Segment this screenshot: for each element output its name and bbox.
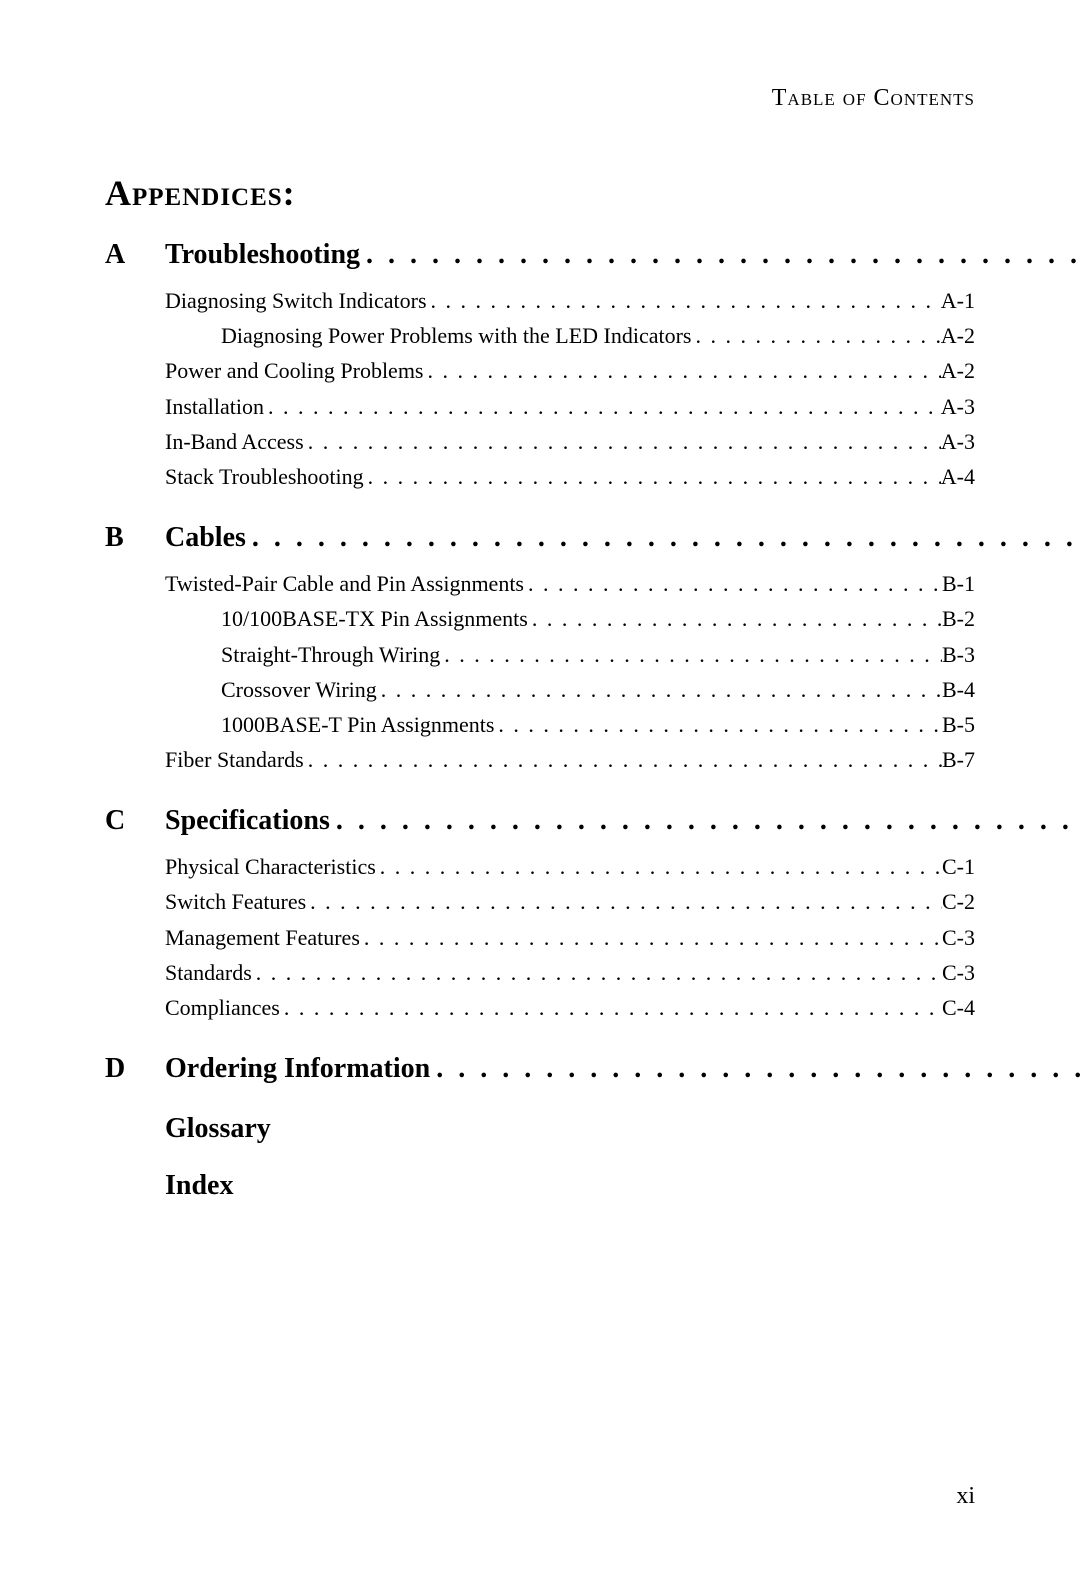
toc-entry: Fiber Standards. . . . . . . . . . . . .… — [165, 742, 975, 777]
toc-entry-page: C-4 — [942, 990, 975, 1025]
toc-entry: Crossover Wiring. . . . . . . . . . . . … — [165, 672, 975, 707]
toc-entry-title: Power and Cooling Problems — [165, 353, 424, 388]
toc-entry-page: B-3 — [942, 637, 975, 672]
section-title: Ordering Information — [165, 1053, 430, 1085]
dot-leader: . . . . . . . . . . . . . . . . . . . . … — [494, 707, 942, 742]
section-title: Troubleshooting — [165, 239, 360, 271]
section-title-row: Troubleshooting. . . . . . . . . . . . .… — [165, 239, 1080, 271]
toc-entry-title: Fiber Standards — [165, 742, 304, 777]
toc-section: CSpecifications . . . . . . . . . . . . .… — [105, 805, 975, 1025]
toc-entry-title: 1000BASE-T Pin Assignments — [221, 707, 494, 742]
toc-entry-title: Installation — [165, 389, 264, 424]
section-title: Cables — [165, 522, 246, 554]
page-number: xi — [956, 1483, 975, 1510]
toc-entry-title: Diagnosing Power Problems with the LED I… — [221, 318, 692, 353]
toc-entry-title: Stack Troubleshooting — [165, 459, 364, 494]
dot-leader: . . . . . . . . . . . . . . . . . . . . … — [304, 424, 941, 459]
end-heading: Index — [165, 1170, 975, 1202]
dot-leader: . . . . . . . . . . . . . . . . . . . . … — [377, 672, 942, 707]
dot-leader: . . . . . . . . . . . . . . . . . . . . … — [440, 637, 942, 672]
toc-entry: Installation. . . . . . . . . . . . . . … — [165, 389, 975, 424]
dot-leader: . . . . . . . . . . . . . . . . . . . . … — [306, 884, 942, 919]
section-title-row: Cables. . . . . . . . . . . . . . . . . … — [165, 522, 1080, 554]
dot-leader: . . . . . . . . . . . . . . . . . . . . … — [364, 459, 941, 494]
dot-leader: . . . . . . . . . . . . . . . . . . . . … — [376, 849, 942, 884]
toc-entry: Straight-Through Wiring. . . . . . . . .… — [165, 637, 975, 672]
toc-entry: In-Band Access. . . . . . . . . . . . . … — [165, 424, 975, 459]
toc-entry-page: B-4 — [942, 672, 975, 707]
dot-leader: . . . . . . . . . . . . . . . . . . . . … — [360, 920, 942, 955]
toc-entry-page: C-1 — [942, 849, 975, 884]
end-headings-container: Glossary Index — [105, 1113, 975, 1202]
section-heading-row: ATroubleshooting. . . . . . . . . . . . … — [105, 239, 975, 271]
toc-section: ATroubleshooting . . . . . . . . . . . . … — [105, 239, 975, 494]
toc-entry-page: B-2 — [942, 601, 975, 636]
toc-entry-title: 10/100BASE-TX Pin Assignments — [221, 601, 528, 636]
toc-entry-page: A-4 — [941, 459, 975, 494]
dot-leader: . . . . . . . . . . . . . . . . . . . . … — [427, 283, 941, 318]
toc-entry-page: A-3 — [941, 424, 975, 459]
dot-leader: . . . . . . . . . . . . . . . . . . . . … — [264, 389, 941, 424]
sections-container: ATroubleshooting . . . . . . . . . . . . … — [105, 239, 975, 1085]
section-letter: B — [105, 522, 165, 554]
section-heading-row: BCables. . . . . . . . . . . . . . . . .… — [105, 522, 975, 554]
dot-leader: . . . . . . . . . . . . . . . . . . . . … — [304, 742, 942, 777]
toc-entry-title: Standards — [165, 955, 252, 990]
dot-leader: . . . . . . . . . . . . . . . . . . . . … — [692, 318, 941, 353]
end-heading: Glossary — [165, 1113, 975, 1145]
toc-entry: Compliances. . . . . . . . . . . . . . .… — [165, 990, 975, 1025]
toc-entry-title: Compliances — [165, 990, 280, 1025]
toc-entry-page: C-3 — [942, 955, 975, 990]
dot-leader: . . . . . . . . . . . . . . . . . . . . … — [528, 601, 942, 636]
toc-entry-title: Crossover Wiring — [221, 672, 377, 707]
toc-entry: Stack Troubleshooting. . . . . . . . . .… — [165, 459, 975, 494]
toc-entry-title: Switch Features — [165, 884, 306, 919]
toc-entry: Management Features. . . . . . . . . . .… — [165, 920, 975, 955]
toc-entry: Twisted-Pair Cable and Pin Assignments. … — [165, 566, 975, 601]
toc-entry: Switch Features. . . . . . . . . . . . .… — [165, 884, 975, 919]
section-letter: C — [105, 805, 165, 837]
main-heading: Appendices: — [105, 172, 975, 214]
toc-entry-title: Diagnosing Switch Indicators — [165, 283, 427, 318]
toc-entry: 10/100BASE-TX Pin Assignments. . . . . .… — [165, 601, 975, 636]
toc-entry: Power and Cooling Problems. . . . . . . … — [165, 353, 975, 388]
dot-leader: . . . . . . . . . . . . . . . . . . . . … — [246, 522, 1080, 554]
toc-entry-page: A-1 — [941, 283, 975, 318]
toc-entry-page: C-3 — [942, 920, 975, 955]
dot-leader: . . . . . . . . . . . . . . . . . . . . … — [252, 955, 942, 990]
header-label: Table of Contents — [105, 85, 975, 112]
toc-section: DOrdering Information. . . . . . . . . .… — [105, 1053, 975, 1085]
section-letter: D — [105, 1053, 165, 1085]
toc-entry-page: B-7 — [942, 742, 975, 777]
toc-entry-title: In-Band Access — [165, 424, 304, 459]
dot-leader: . . . . . . . . . . . . . . . . . . . . … — [330, 805, 1080, 837]
dot-leader: . . . . . . . . . . . . . . . . . . . . … — [360, 239, 1080, 271]
toc-entry-page: A-2 — [941, 318, 975, 353]
toc-entry: Diagnosing Power Problems with the LED I… — [165, 318, 975, 353]
dot-leader: . . . . . . . . . . . . . . . . . . . . … — [524, 566, 942, 601]
toc-entry: Standards. . . . . . . . . . . . . . . .… — [165, 955, 975, 990]
toc-entry-title: Twisted-Pair Cable and Pin Assignments — [165, 566, 524, 601]
toc-entry-title: Physical Characteristics — [165, 849, 376, 884]
toc-entry-title: Management Features — [165, 920, 360, 955]
toc-entry-page: B-1 — [942, 566, 975, 601]
toc-entry-page: A-2 — [941, 353, 975, 388]
toc-section: BCables . . . . . . . . . . . . . . . . .… — [105, 522, 975, 777]
section-heading-row: DOrdering Information. . . . . . . . . .… — [105, 1053, 975, 1085]
dot-leader: . . . . . . . . . . . . . . . . . . . . … — [430, 1053, 1080, 1085]
section-title: Specifications — [165, 805, 330, 837]
dot-leader: . . . . . . . . . . . . . . . . . . . . … — [424, 353, 941, 388]
dot-leader: . . . . . . . . . . . . . . . . . . . . … — [280, 990, 942, 1025]
toc-entry: 1000BASE-T Pin Assignments. . . . . . . … — [165, 707, 975, 742]
toc-entry-page: A-3 — [941, 389, 975, 424]
toc-entry-page: C-2 — [942, 884, 975, 919]
toc-entry: Physical Characteristics. . . . . . . . … — [165, 849, 975, 884]
section-letter: A — [105, 239, 165, 271]
toc-entry-title: Straight-Through Wiring — [221, 637, 440, 672]
section-title-row: Specifications. . . . . . . . . . . . . … — [165, 805, 1080, 837]
section-title-row: Ordering Information. . . . . . . . . . … — [165, 1053, 1080, 1085]
toc-entry: Diagnosing Switch Indicators. . . . . . … — [165, 283, 975, 318]
toc-entry-page: B-5 — [942, 707, 975, 742]
section-heading-row: CSpecifications. . . . . . . . . . . . .… — [105, 805, 975, 837]
